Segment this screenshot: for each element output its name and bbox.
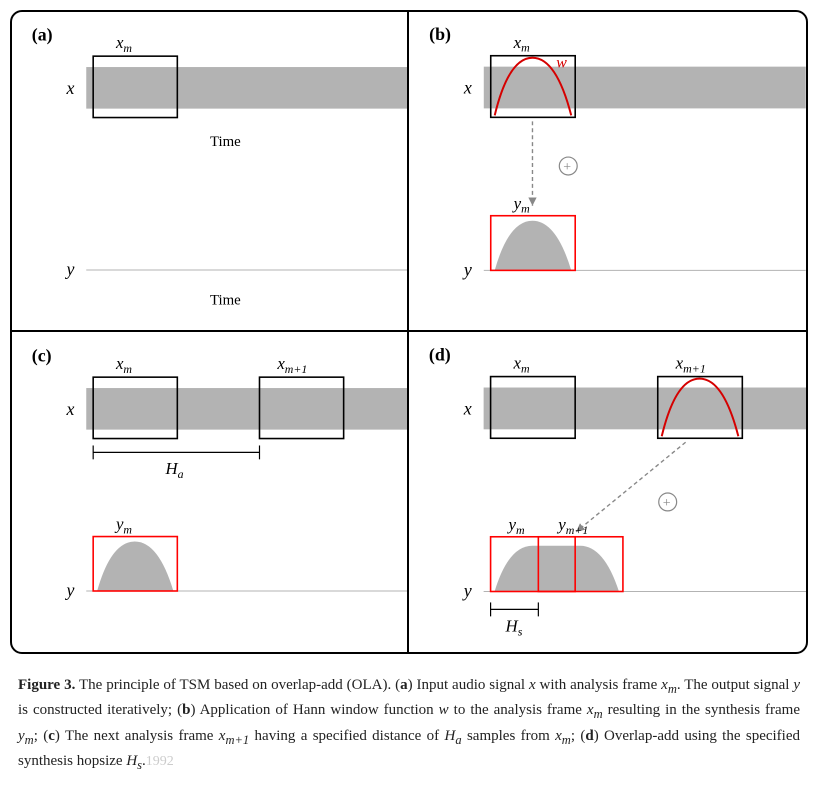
- xm1-label: xm+1: [675, 354, 706, 376]
- caption-d-label: d: [585, 728, 593, 744]
- x-axis-label: x: [65, 399, 74, 419]
- output-hump: [495, 221, 572, 271]
- panel-a-label: (a): [32, 24, 53, 45]
- watermark: 1992: [146, 754, 174, 769]
- x-axis-label: x: [463, 398, 472, 418]
- panel-b-label: (b): [429, 24, 451, 45]
- panel-d-svg: (d) x xm xm+1 + y ym: [409, 332, 806, 652]
- ym1-label: ym+1: [556, 515, 588, 537]
- panel-c: (c) x xm xm+1 Ha y ym: [12, 332, 409, 652]
- ha-label: Ha: [164, 459, 183, 481]
- figure-caption: Figure 3. The principle of TSM based on …: [10, 674, 808, 776]
- y-axis-label: y: [64, 580, 74, 600]
- output-hump-combined: [495, 546, 619, 592]
- panel-c-svg: (c) x xm xm+1 Ha y ym: [12, 332, 407, 652]
- arrow-to-output: [576, 442, 685, 532]
- time-label-upper: Time: [210, 134, 241, 150]
- plus-symbol: +: [563, 160, 571, 175]
- time-label-lower: Time: [210, 293, 241, 309]
- plus-symbol: +: [663, 496, 671, 511]
- xm-label: xm: [513, 33, 531, 55]
- panel-d: (d) x xm xm+1 + y ym: [409, 332, 806, 652]
- caption-a-label: a: [400, 677, 408, 693]
- y-axis-label: y: [462, 259, 472, 279]
- ym-label: ym: [512, 194, 531, 216]
- ym-label: ym: [506, 515, 525, 537]
- caption-b-label: b: [182, 702, 190, 718]
- signal-band-x: [86, 67, 407, 109]
- xm-label: xm: [115, 33, 132, 55]
- figure-grid: (a) x xm Time y Time (b) x xm w: [10, 10, 808, 654]
- x-axis-label: x: [463, 77, 472, 97]
- y-axis-label: y: [462, 580, 472, 600]
- panel-c-label: (c): [32, 345, 52, 366]
- signal-band-x: [484, 388, 806, 430]
- output-hump: [97, 541, 173, 590]
- panel-a: (a) x xm Time y Time: [12, 12, 409, 332]
- panel-d-label: (d): [429, 345, 451, 366]
- panel-b-svg: (b) x xm w + y ym: [409, 12, 806, 330]
- xm1-label: xm+1: [276, 354, 307, 376]
- caption-c-label: c: [48, 728, 55, 744]
- xm-label: xm: [115, 354, 132, 376]
- hs-label: Hs: [505, 616, 523, 638]
- y-axis-label: y: [64, 259, 74, 279]
- panel-a-svg: (a) x xm Time y Time: [12, 12, 407, 330]
- xm-label: xm: [512, 354, 530, 376]
- ym-label: ym: [114, 515, 132, 537]
- figure-number: Figure 3.: [18, 677, 75, 693]
- panel-b: (b) x xm w + y ym: [409, 12, 806, 332]
- x-axis-label: x: [65, 78, 74, 98]
- signal-band-x: [484, 67, 806, 109]
- signal-band-x: [86, 388, 407, 430]
- w-label: w: [556, 55, 567, 72]
